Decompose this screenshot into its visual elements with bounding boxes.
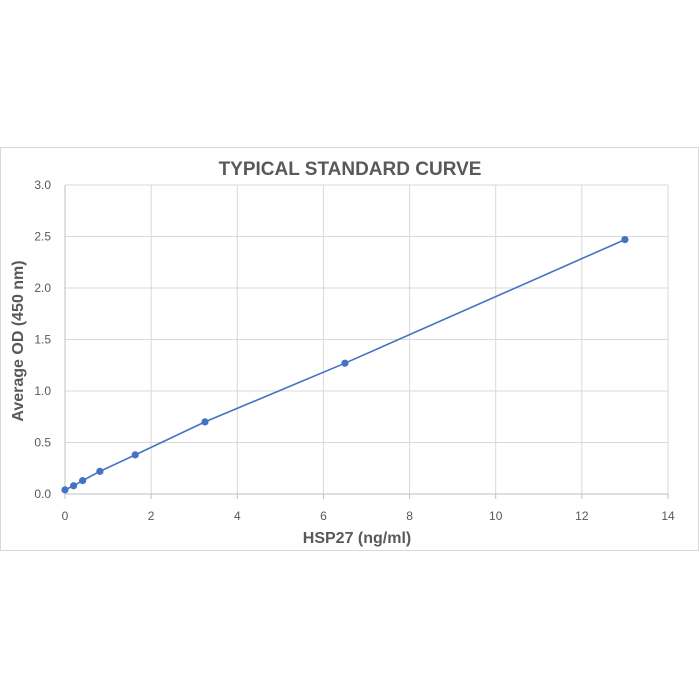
chart-frame: 0.0 0.5 1.0 1.5 2.0 2.5 3.0 0 2 4 6 8 10 12 14 TYPICAL… bbox=[0, 147, 699, 551]
standard-curve-chart: 0.0 0.5 1.0 1.5 2.0 2.5 3.0 0 2 4 6 8 10 12 14 TYPICAL… bbox=[10, 159, 675, 547]
y-tick-label: 0.0 bbox=[34, 487, 51, 501]
x-tick-label: 6 bbox=[320, 509, 327, 523]
data-point bbox=[201, 418, 209, 426]
y-tick-label: 2.0 bbox=[34, 281, 51, 295]
x-tick-label: 14 bbox=[661, 509, 675, 523]
data-point bbox=[79, 477, 87, 485]
data-point bbox=[621, 235, 629, 244]
series bbox=[61, 235, 629, 494]
x-tick-label: 2 bbox=[148, 509, 155, 523]
data-point bbox=[96, 467, 104, 475]
data-point bbox=[61, 486, 69, 494]
tick-labels: 0.0 0.5 1.0 1.5 2.0 2.5 3.0 0 2 4 6 8 10 12 14 bbox=[34, 178, 675, 523]
grid bbox=[65, 184, 669, 494]
data-point bbox=[131, 451, 139, 459]
y-axis-title: Average OD (450 nm) bbox=[10, 260, 27, 421]
x-tick-label: 10 bbox=[489, 509, 503, 523]
x-tick-label: 4 bbox=[234, 509, 241, 523]
y-tick-label: 3.0 bbox=[34, 178, 51, 192]
y-tick-label: 1.0 bbox=[34, 384, 51, 398]
y-tick-label: 1.5 bbox=[34, 333, 51, 347]
data-point bbox=[341, 359, 349, 367]
x-tick-label: 0 bbox=[62, 509, 69, 523]
x-tick-label: 8 bbox=[406, 509, 413, 523]
x-tick-label: 12 bbox=[575, 509, 589, 523]
axes bbox=[64, 185, 669, 499]
chart-title: TYPICAL STANDARD CURVE bbox=[219, 159, 482, 180]
y-tick-label: 2.5 bbox=[34, 230, 51, 244]
y-tick-label: 0.5 bbox=[34, 436, 51, 450]
x-axis-title: HSP27 (ng/ml) bbox=[303, 530, 411, 547]
data-point bbox=[70, 482, 78, 490]
